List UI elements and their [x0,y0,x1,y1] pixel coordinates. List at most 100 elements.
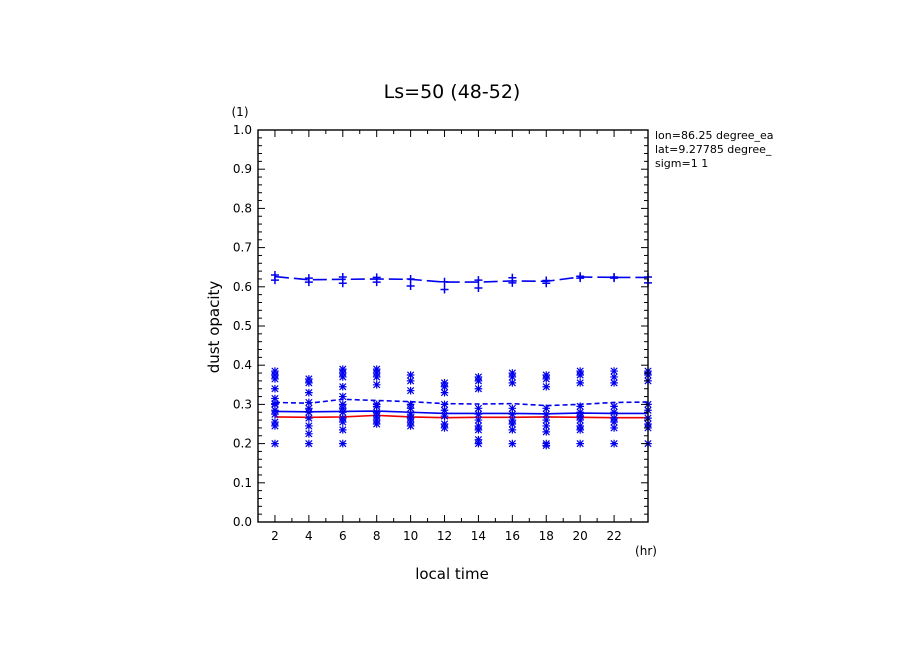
star-marker [271,422,279,430]
x-tick-label: 12 [437,529,452,543]
star-marker [610,367,618,375]
star-marker [440,412,449,420]
x-tick-label: 20 [573,529,588,543]
star-marker [542,441,551,450]
star-marker [440,382,449,391]
star-marker [576,439,584,448]
star-marker [372,420,381,428]
x-tick-label: 10 [403,529,418,543]
x-tick-label: 18 [539,529,554,543]
star-marker [576,379,584,387]
plus-marker [440,277,449,286]
plus-marker [440,285,449,294]
star-marker [271,418,279,426]
star-marker [576,412,584,420]
star-marker [610,379,618,387]
x-tick-label: 16 [505,529,520,543]
x-tick-label: 8 [373,529,381,543]
info-sigm: sigm=1 1 [655,157,708,170]
star-marker [271,439,279,448]
star-marker [305,422,313,430]
plus-marker [372,278,381,287]
star-marker [542,404,551,413]
star-marker [305,398,313,407]
star-marker [474,422,483,430]
star-marker [474,373,483,381]
star-marker [508,373,517,381]
star-marker [610,424,618,432]
star-marker [338,408,347,417]
star-marker [372,412,381,420]
star-marker [338,439,347,448]
star-marker [305,439,313,448]
plus-marker [474,283,483,292]
star-marker [338,365,347,373]
star-marker [508,420,517,428]
star-marker [508,369,517,377]
star-marker [610,402,618,411]
info-lat: lat=9.27785 degree_ [655,143,772,156]
series-line-blue-longdash [274,275,648,283]
star-marker [271,394,279,403]
y-tick-label: 0.0 [233,515,252,529]
plus-marker [610,274,619,283]
series-line-blue-solid [274,410,648,415]
star-marker [542,382,551,391]
star-marker [305,375,313,383]
y-tick-label: 0.5 [233,319,252,333]
y-tick-label: 0.2 [233,437,252,451]
star-marker [610,408,618,417]
star-marker [440,406,449,415]
star-marker [338,414,347,422]
star-marker [406,404,415,413]
star-marker [542,428,551,436]
plus-marker [542,279,551,288]
star-marker [338,400,347,409]
x-tick-label: 14 [471,529,486,543]
star-marker [372,381,381,389]
star-marker [508,404,517,413]
star-marker [440,420,449,428]
star-marker [440,400,449,409]
star-marker [576,422,584,430]
star-marker [542,410,551,418]
star-marker [508,379,517,387]
plus-marker [406,274,415,283]
star-marker [406,400,415,409]
plot-frame [257,129,649,523]
y-tick-label: 0.3 [233,397,252,411]
plus-marker [304,278,313,287]
y-axis-label: dust opacity [205,281,223,374]
star-marker [610,439,618,448]
y-tick-label: 0.4 [233,358,252,372]
star-marker [338,369,347,377]
star-marker [508,439,517,448]
x-tick-label: 22 [606,529,621,543]
y-tick-label: 0.7 [233,241,252,255]
star-marker [576,408,584,417]
star-marker [474,439,483,448]
star-marker [271,400,279,409]
star-marker [305,408,313,417]
star-marker [406,418,415,426]
star-marker [542,416,551,424]
y-unit-label: (1) [232,105,249,119]
star-marker [305,404,313,413]
y-tick-label: 0.9 [233,162,252,176]
star-marker [372,416,381,424]
star-marker [440,379,449,387]
star-marker [542,375,551,383]
y-tick-label: 1.0 [233,123,252,137]
star-marker [271,367,279,375]
star-marker [576,371,584,379]
star-marker [372,402,381,411]
y-tick-label: 0.8 [233,201,252,215]
star-marker [406,377,415,385]
star-marker [474,410,483,418]
x-unit-label: (hr) [635,544,657,558]
star-marker [542,422,551,430]
y-tick-label: 0.6 [233,280,252,294]
star-marker [542,371,551,379]
plus-marker [270,276,279,285]
